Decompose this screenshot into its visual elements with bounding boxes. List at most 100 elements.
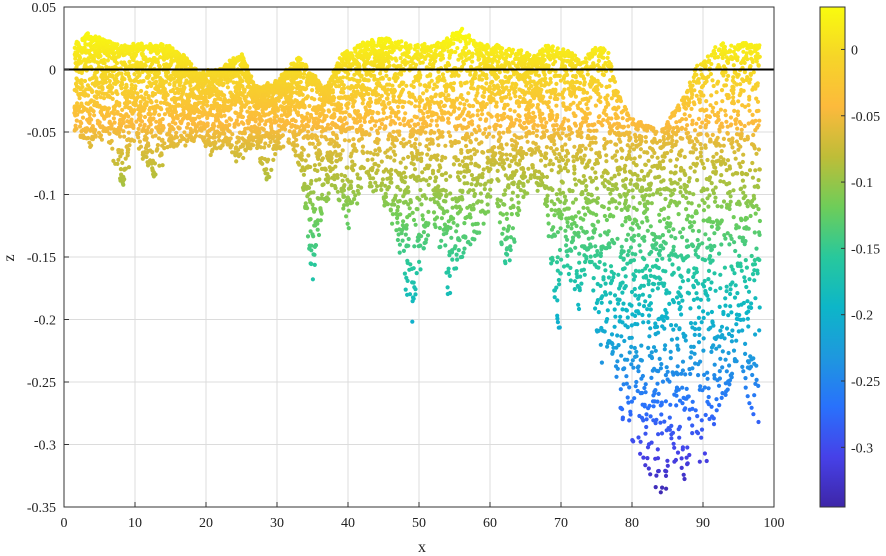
data-point xyxy=(423,130,428,135)
data-point xyxy=(247,105,252,110)
data-point xyxy=(465,181,470,186)
data-point xyxy=(121,120,126,125)
data-point xyxy=(148,112,153,117)
data-point xyxy=(500,212,506,217)
data-point xyxy=(112,111,117,116)
data-point xyxy=(392,158,397,163)
data-point xyxy=(411,280,416,285)
data-point xyxy=(306,124,311,129)
data-point xyxy=(115,42,120,47)
data-point xyxy=(194,129,199,134)
data-point xyxy=(500,146,505,151)
data-point xyxy=(276,140,281,145)
data-point xyxy=(309,248,314,253)
data-point xyxy=(147,73,152,78)
data-point xyxy=(346,226,351,231)
data-point xyxy=(114,61,120,66)
data-point xyxy=(400,238,405,243)
data-point xyxy=(401,170,407,175)
data-point xyxy=(82,45,87,50)
data-point xyxy=(452,105,457,110)
data-point xyxy=(241,155,246,161)
data-point xyxy=(491,96,496,101)
data-point xyxy=(374,119,379,124)
data-point xyxy=(425,152,430,157)
data-point xyxy=(335,175,340,180)
data-point xyxy=(161,124,166,129)
data-point xyxy=(418,243,423,248)
data-point xyxy=(419,202,424,207)
data-point xyxy=(299,151,304,156)
data-point xyxy=(458,170,463,175)
data-point xyxy=(475,113,480,118)
data-point xyxy=(157,163,162,168)
data-point xyxy=(479,199,484,204)
data-point xyxy=(406,189,411,194)
data-point xyxy=(429,118,434,123)
data-point xyxy=(320,156,325,161)
data-point xyxy=(386,185,391,190)
data-point xyxy=(407,124,412,129)
data-point xyxy=(489,178,494,183)
data-point xyxy=(219,78,224,83)
data-point xyxy=(237,86,242,91)
data-point xyxy=(471,86,476,91)
data-point xyxy=(220,143,225,148)
data-point xyxy=(293,149,298,154)
data-point xyxy=(171,117,176,122)
data-point xyxy=(428,123,433,128)
data-point xyxy=(418,267,423,272)
data-point xyxy=(361,97,366,102)
data-point xyxy=(404,83,409,88)
data-point xyxy=(460,96,465,102)
data-point xyxy=(392,144,397,149)
data-point xyxy=(373,188,378,193)
data-point xyxy=(407,206,412,211)
data-point xyxy=(454,252,459,257)
data-point xyxy=(212,97,218,102)
data-point xyxy=(460,197,465,202)
data-point xyxy=(144,136,149,141)
data-point xyxy=(327,109,332,114)
data-point xyxy=(396,109,401,114)
data-point xyxy=(258,145,263,150)
data-point xyxy=(496,178,501,183)
data-point xyxy=(265,171,270,176)
data-point xyxy=(312,252,317,257)
data-point xyxy=(297,162,302,167)
data-point xyxy=(341,86,347,91)
data-point xyxy=(416,237,421,242)
data-point xyxy=(84,87,89,92)
data-point xyxy=(393,121,398,126)
data-point xyxy=(434,84,439,89)
data-point xyxy=(386,59,391,65)
data-point xyxy=(494,50,499,55)
data-point xyxy=(160,163,165,168)
data-point xyxy=(190,104,195,109)
data-point xyxy=(449,235,454,240)
data-point xyxy=(305,206,310,211)
data-point xyxy=(458,101,463,106)
data-point xyxy=(124,84,129,89)
data-point xyxy=(115,79,120,84)
data-point xyxy=(236,139,241,144)
data-point xyxy=(460,26,465,31)
data-point xyxy=(240,114,245,120)
data-point xyxy=(418,187,423,193)
data-point xyxy=(306,153,311,158)
data-point xyxy=(319,134,324,139)
data-point xyxy=(462,102,467,107)
data-point xyxy=(306,129,311,134)
data-point xyxy=(265,81,270,86)
data-point xyxy=(150,61,155,66)
data-point xyxy=(77,55,83,60)
data-point xyxy=(420,213,425,218)
data-point xyxy=(456,157,461,163)
data-point xyxy=(500,231,505,236)
data-point xyxy=(392,202,397,207)
data-point xyxy=(423,196,429,201)
data-point xyxy=(310,141,315,146)
data-point xyxy=(459,93,464,98)
data-point xyxy=(99,137,104,142)
data-point xyxy=(92,113,97,118)
